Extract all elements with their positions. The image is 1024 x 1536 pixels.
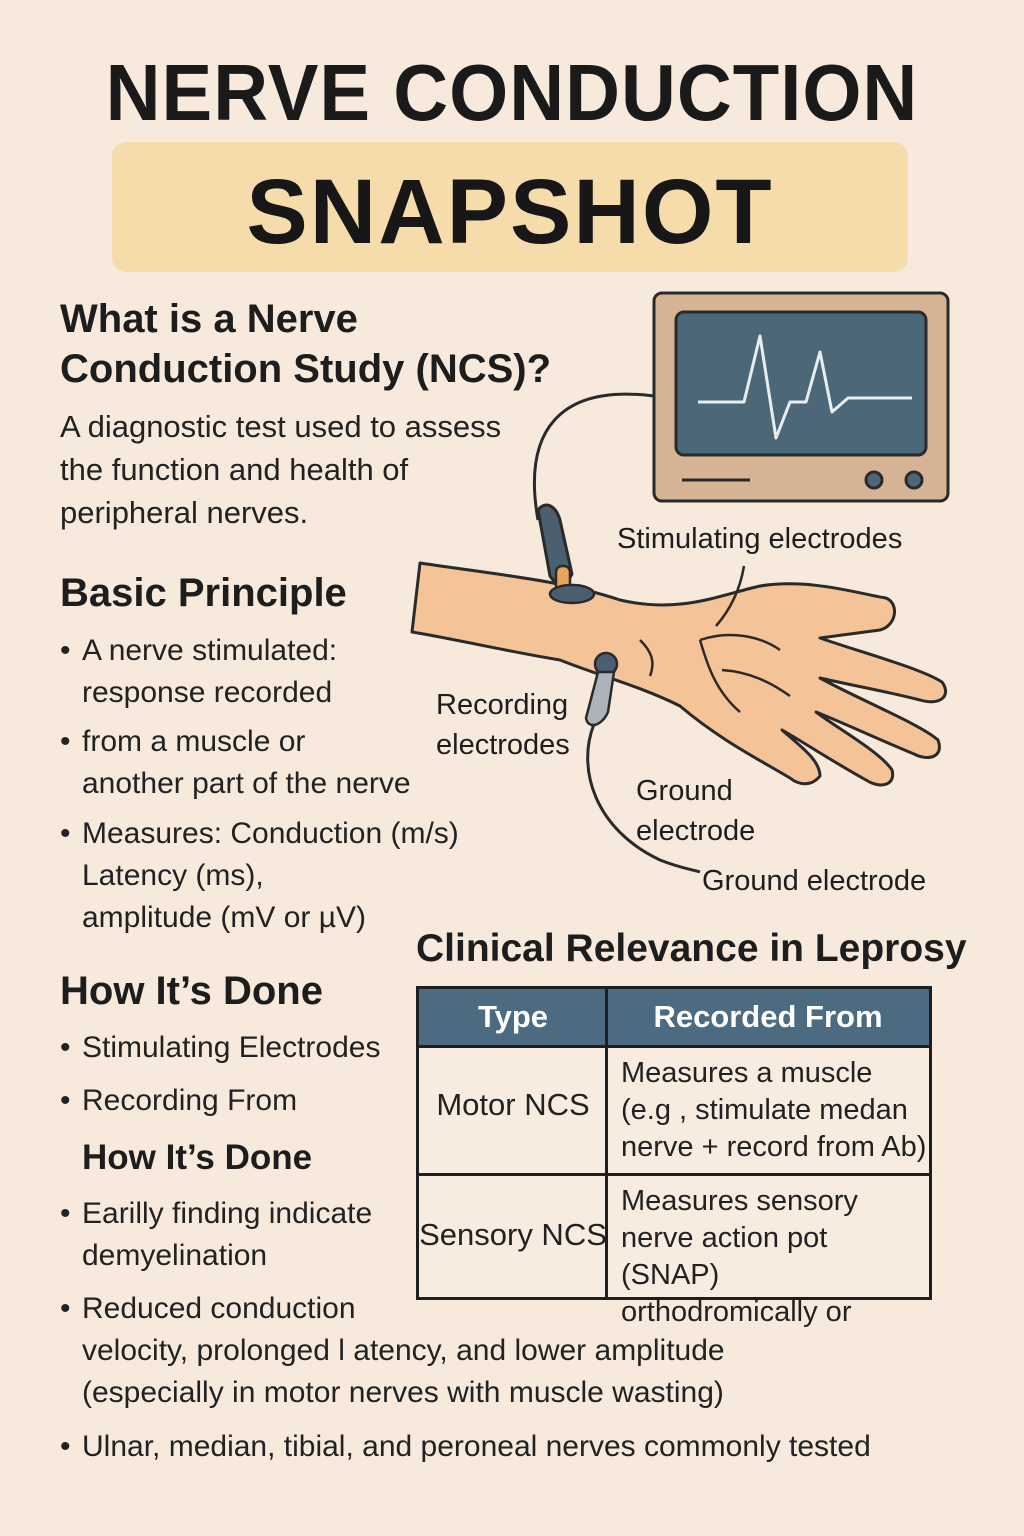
principle-bullet-3: • Measures: Conduction (m/s) Latency (ms… [60, 813, 459, 939]
subtitle-banner [112, 142, 908, 272]
finding-bullet-1-line3: (especially in motor nerves with muscle … [82, 1376, 724, 1409]
table-row-1-recorded: Measures a muscle (e.g , stimulate medan… [621, 1055, 926, 1166]
label-ground-line2: electrode [636, 815, 756, 847]
monitor-icon [652, 291, 950, 503]
principle-bullet-1: • A nerve stimulated: response recorded [60, 630, 338, 714]
how-subheading: How It’s Done [82, 1138, 313, 1177]
table-row-2-recorded: Measures sensory nerve action pot (SNAP)… [621, 1183, 929, 1331]
principle-heading: Basic Principle [60, 571, 347, 615]
cable-icon [533, 392, 655, 521]
finding-bullet-2-text: Ulnar, median, tibial, and peroneal nerv… [82, 1430, 871, 1463]
finding-bullet-1-line2: velocity, prolonged l atency, and lower … [82, 1334, 725, 1367]
principle-bullet-1-line1: A nerve stimulated: [82, 634, 338, 667]
how-finding-bullet: • Earilly finding indicate demyelination [60, 1193, 373, 1277]
clinical-table: Type Recorded From Motor NCS Measures a … [416, 986, 932, 1328]
how-bullet-1-text: Stimulating Electrodes [82, 1031, 381, 1064]
table-row-1-rec-line2: (e.g , stimulate medan [621, 1094, 908, 1126]
principle-bullet-2-line1: from a muscle or [82, 725, 306, 758]
what-heading-line1: What is a Nerve [60, 297, 358, 341]
label-stimulating-electrodes: Stimulating electrodes [617, 523, 903, 555]
arm-hand-icon [410, 561, 948, 787]
table-row-1-rec-line1: Measures a muscle [621, 1057, 873, 1089]
table-header-recorded-from: Recorded From [653, 999, 883, 1034]
recording-electrode-icon [584, 651, 701, 874]
principle-bullet-1-line2: response recorded [82, 676, 333, 709]
table-divider-header [419, 1045, 929, 1048]
finding-bullet-1: • Reduced conduction velocity, prolonged… [60, 1288, 802, 1414]
principle-bullet-2: • from a muscle or another part of the n… [60, 721, 411, 805]
how-finding-line2: demyelination [82, 1239, 268, 1272]
table-row-1-type: Motor NCS [436, 1087, 590, 1122]
clinical-heading: Clinical Relevance in Leprosy [416, 927, 967, 970]
what-text-line2: the function and health of [60, 452, 409, 487]
table-divider-row [419, 1173, 929, 1176]
table-row-2-rec-line2: nerve action pot (SNAP) [621, 1222, 828, 1291]
table-row-2-rec-line3: orthodromically or [621, 1296, 852, 1328]
label-recording-line2: electrodes [436, 729, 570, 761]
how-heading: How It’s Done [60, 969, 323, 1013]
label-recording-line1: Recording [436, 689, 569, 721]
principle-bullet-3-line2: Latency (ms), [82, 859, 264, 892]
what-text-line3: peripheral nerves. [60, 495, 309, 530]
finding-bullet-2: • Ulnar, median, tibial, and peroneal ne… [60, 1426, 962, 1468]
how-bullet-1: • Stimulating Electrodes [60, 1027, 381, 1069]
principle-bullet-3-line3: amplitude (mV or µV) [82, 901, 367, 934]
ncs-illustration [410, 291, 950, 874]
how-bullet-2-text: Recording From [82, 1084, 298, 1117]
table-divider-vertical [605, 989, 608, 1297]
table-header-type: Type [477, 999, 549, 1034]
label-ground-line1: Ground [636, 775, 733, 807]
how-finding-line1: Earilly finding indicate [82, 1197, 373, 1230]
label-ground-electrode: Ground electrode [702, 865, 927, 897]
principle-bullet-3-line1: Measures: Conduction (m/s) [82, 817, 459, 850]
stimulating-electrode-icon [536, 503, 596, 605]
page-subtitle: SNAPSHOT [246, 161, 774, 263]
table-header-row: Type Recorded From [419, 989, 929, 1045]
how-bullet-2: • Recording From [60, 1080, 298, 1122]
table-row-1-rec-line3: nerve + record from Ab) [621, 1131, 927, 1163]
what-heading-line2: Conduction Study (NCS)? [60, 347, 552, 391]
principle-bullet-2-line2: another part of the nerve [82, 767, 411, 800]
what-text-line1: A diagnostic test used to assess [60, 409, 502, 444]
finding-bullet-1-line1: Reduced conduction [82, 1292, 356, 1325]
table-row-2-type: Sensory NCS [419, 1217, 607, 1252]
table-row-2-rec-line1: Measures sensory [621, 1185, 858, 1217]
pointer-line [715, 565, 746, 627]
